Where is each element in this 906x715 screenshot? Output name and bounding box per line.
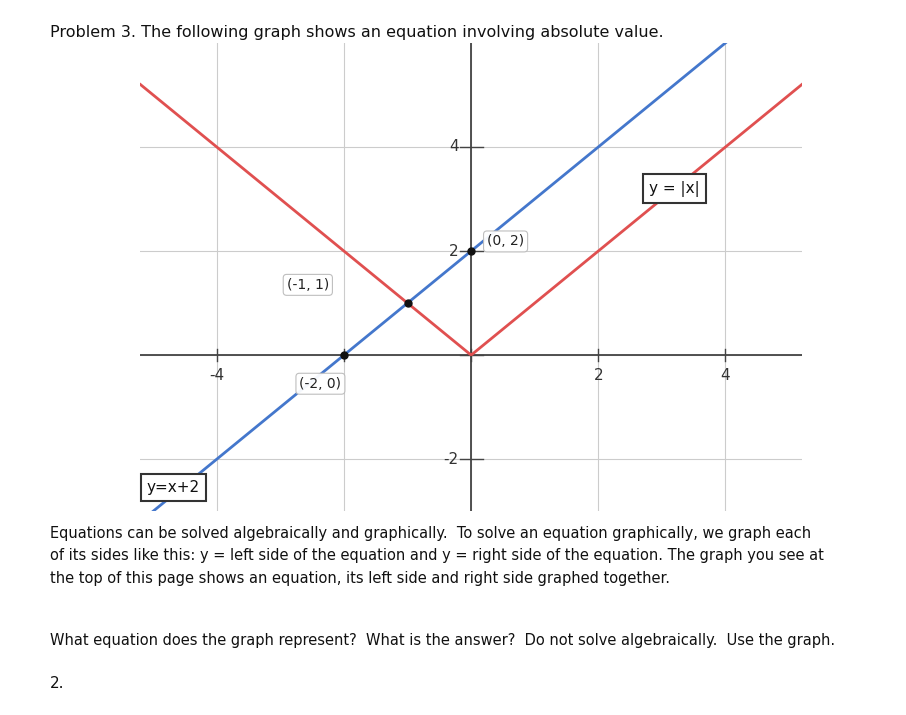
Text: Problem 3. The following graph shows an equation involving absolute value.: Problem 3. The following graph shows an … <box>50 25 663 40</box>
Text: 2: 2 <box>593 368 603 383</box>
Text: (-1, 1): (-1, 1) <box>286 278 329 292</box>
Text: What equation does the graph represent?  What is the answer?  Do not solve algeb: What equation does the graph represent? … <box>50 633 835 648</box>
Text: Equations can be solved algebraically and graphically.  To solve an equation gra: Equations can be solved algebraically an… <box>50 526 824 586</box>
Text: 2.: 2. <box>50 676 64 691</box>
Text: y=x+2: y=x+2 <box>147 480 200 495</box>
Text: (-2, 0): (-2, 0) <box>299 377 342 390</box>
Text: y = |x|: y = |x| <box>650 181 700 197</box>
Text: 2: 2 <box>448 244 458 259</box>
Text: -4: -4 <box>209 368 225 383</box>
Text: (0, 2): (0, 2) <box>487 235 525 248</box>
Text: 4: 4 <box>720 368 730 383</box>
Text: 4: 4 <box>448 139 458 154</box>
Text: -2: -2 <box>443 452 458 467</box>
